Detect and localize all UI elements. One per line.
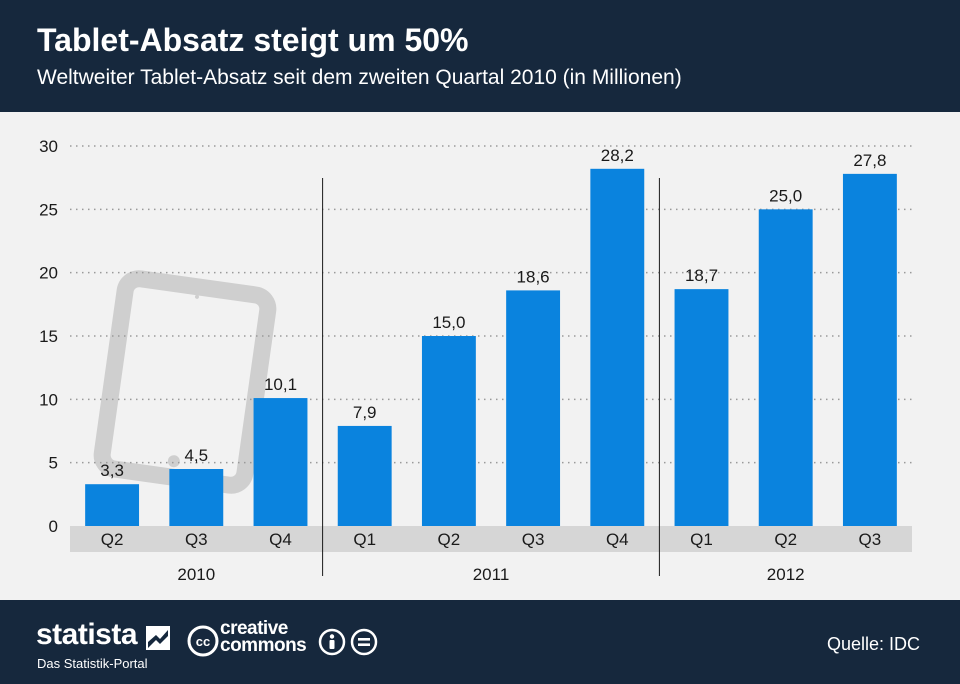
svg-text:cc: cc [196, 634, 210, 649]
data-label: 7,9 [353, 403, 377, 422]
data-label: 10,1 [264, 375, 297, 394]
data-label: 18,6 [517, 267, 550, 286]
category-band [70, 526, 912, 552]
data-label: 27,8 [853, 151, 886, 170]
year-label: 2012 [767, 565, 805, 584]
data-label: 18,7 [685, 266, 718, 285]
data-label: 28,2 [601, 146, 634, 165]
bar [506, 290, 561, 526]
x-tick-label: Q3 [522, 530, 545, 549]
x-tick-label: Q2 [774, 530, 797, 549]
y-tick-label: 15 [39, 327, 58, 346]
creative-commons-wordmark[interactable]: creative commons [220, 618, 307, 656]
bar [253, 398, 308, 526]
data-label: 15,0 [432, 313, 465, 332]
header-banner: Tablet-Absatz steigt um 50% Weltweiter T… [0, 0, 960, 112]
statista-tagline: Das Statistik-Portal [37, 656, 148, 671]
data-label: 3,3 [100, 461, 124, 480]
x-tick-label: Q3 [185, 530, 208, 549]
bar-chart: 0 5 10 15 20 25 30 3,3 Q2 4,5 Q3 10,1 Q4 7,9 Q1 15,0 Q2… [39, 137, 912, 584]
chart-title: Tablet-Absatz steigt um 50% [37, 22, 469, 58]
year-label: 2011 [473, 565, 510, 584]
y-tick-label: 10 [39, 390, 58, 409]
cc-line-creative: creative [220, 618, 288, 639]
y-tick-label: 20 [39, 264, 58, 283]
statista-logo-icon [146, 626, 170, 650]
bar [337, 425, 392, 526]
bar [590, 168, 645, 527]
data-label: 25,0 [769, 186, 802, 205]
year-label: 2010 [177, 565, 215, 584]
x-tick-label: Q2 [438, 530, 461, 549]
data-label: 4,5 [184, 446, 208, 465]
bar [674, 289, 729, 526]
bar [421, 336, 476, 526]
bar [758, 209, 813, 526]
attribution-icon[interactable] [318, 628, 346, 656]
footer-banner: statista Das Statistik-Portal cc creativ… [0, 600, 960, 684]
chart-area: 0 5 10 15 20 25 30 3,3 Q2 4,5 Q3 10,1 Q4 7,9 Q1 15,0 Q2… [0, 112, 960, 600]
y-tick-label: 25 [39, 200, 58, 219]
x-tick-label: Q4 [269, 530, 292, 549]
source-label: Quelle: IDC [826, 634, 920, 654]
creative-commons-icon[interactable]: cc [186, 624, 220, 658]
x-tick-label: Q2 [101, 530, 124, 549]
x-tick-label: Q3 [859, 530, 882, 549]
cc-line-commons: commons [220, 635, 307, 656]
statista-logo-text[interactable]: statista [36, 618, 138, 651]
x-tick-label: Q1 [690, 530, 713, 549]
y-tick-label: 0 [49, 517, 58, 536]
chart-subtitle: Weltweiter Tablet-Absatz seit dem zweite… [37, 66, 682, 89]
y-tick-label: 5 [49, 454, 58, 473]
no-derivatives-icon[interactable] [350, 628, 378, 656]
y-tick-label: 30 [39, 137, 58, 156]
bar [842, 173, 897, 526]
x-tick-label: Q1 [353, 530, 376, 549]
bar [85, 484, 140, 526]
bar [169, 469, 224, 526]
x-tick-label: Q4 [606, 530, 629, 549]
